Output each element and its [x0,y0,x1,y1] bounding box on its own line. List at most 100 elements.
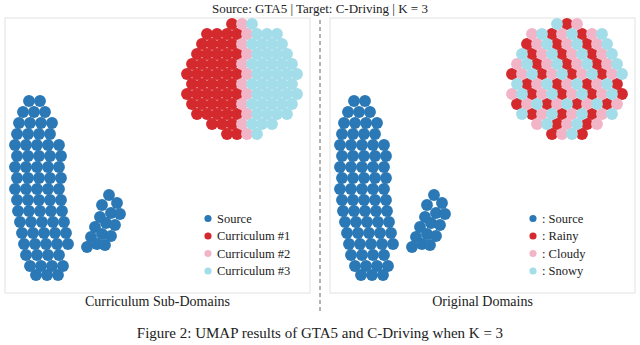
series-group [506,18,628,140]
point [516,88,528,100]
legend-marker [529,250,536,257]
legend: : Source: Rainy: Cloudy: Snowy [529,212,586,279]
background [0,0,640,345]
point [576,48,588,60]
legend-label: : Cloudy [542,247,586,261]
point [55,194,67,206]
point [339,216,351,228]
point [546,108,558,120]
legend-label: : Rainy [542,229,579,243]
point [576,108,588,120]
plot-frame [5,18,310,293]
point [25,216,37,228]
point [96,199,108,211]
point [35,117,47,129]
point [348,205,360,217]
point [356,183,368,195]
point [371,117,383,129]
point [372,216,384,228]
point [53,161,65,173]
point [591,118,603,130]
point [436,197,448,209]
point [360,117,372,129]
point [364,106,376,118]
point [22,172,34,184]
point [541,118,553,130]
point [345,183,357,195]
point [28,106,40,118]
point [44,150,56,162]
point [13,117,25,129]
point [31,183,43,195]
point [347,172,359,184]
point [334,139,346,151]
point [52,269,64,281]
point [616,68,628,80]
point [342,106,354,118]
legend-label: Curriculum #2 [217,247,290,261]
point [358,150,370,162]
point [44,128,56,140]
point [41,269,53,281]
marks [334,18,628,281]
point [358,194,370,206]
point [439,208,451,220]
point [99,239,111,251]
point [380,172,392,184]
point [369,128,381,140]
point [281,108,293,120]
point [367,249,379,261]
legend-label: Source [217,212,252,226]
point [356,139,368,151]
point [601,78,613,90]
point [31,139,43,151]
point [291,68,303,80]
point [526,68,538,80]
point [367,161,379,173]
point [246,18,258,30]
legend-marker [204,267,211,274]
point [291,88,303,100]
point [24,117,36,129]
point [29,238,41,250]
point [353,106,365,118]
point [516,108,528,120]
point [341,227,353,239]
point [251,128,263,140]
point [34,205,46,217]
point [336,194,348,206]
point [40,238,52,250]
point [546,48,558,60]
point [18,238,30,250]
point [350,216,362,228]
point [596,28,608,40]
point [20,161,32,173]
point [359,205,371,217]
marks [9,18,303,281]
point [601,38,613,50]
point [366,269,378,281]
point [58,216,70,228]
point [434,219,446,231]
point [53,183,65,195]
point [334,183,346,195]
point [361,216,373,228]
point [571,18,583,30]
point [378,183,390,195]
point [23,205,35,217]
point [376,238,388,250]
point [36,216,48,228]
point [571,118,583,130]
point [380,150,392,162]
point [22,194,34,206]
point [11,172,23,184]
panel-divider [320,20,321,312]
point [556,68,568,80]
point [561,98,573,110]
point [352,227,364,239]
point [576,88,588,100]
point [266,118,278,130]
point [20,139,32,151]
point [39,106,51,118]
series-group [246,18,303,140]
